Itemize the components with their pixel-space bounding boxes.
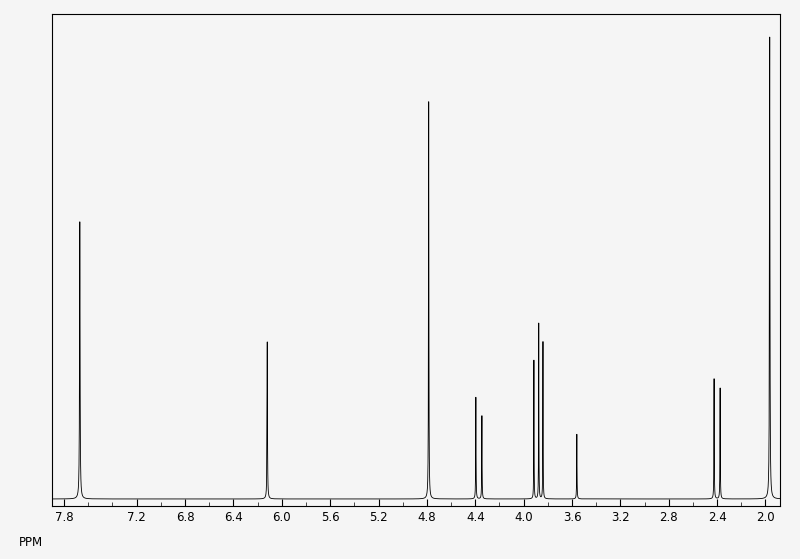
Text: PPM: PPM bbox=[19, 537, 43, 549]
